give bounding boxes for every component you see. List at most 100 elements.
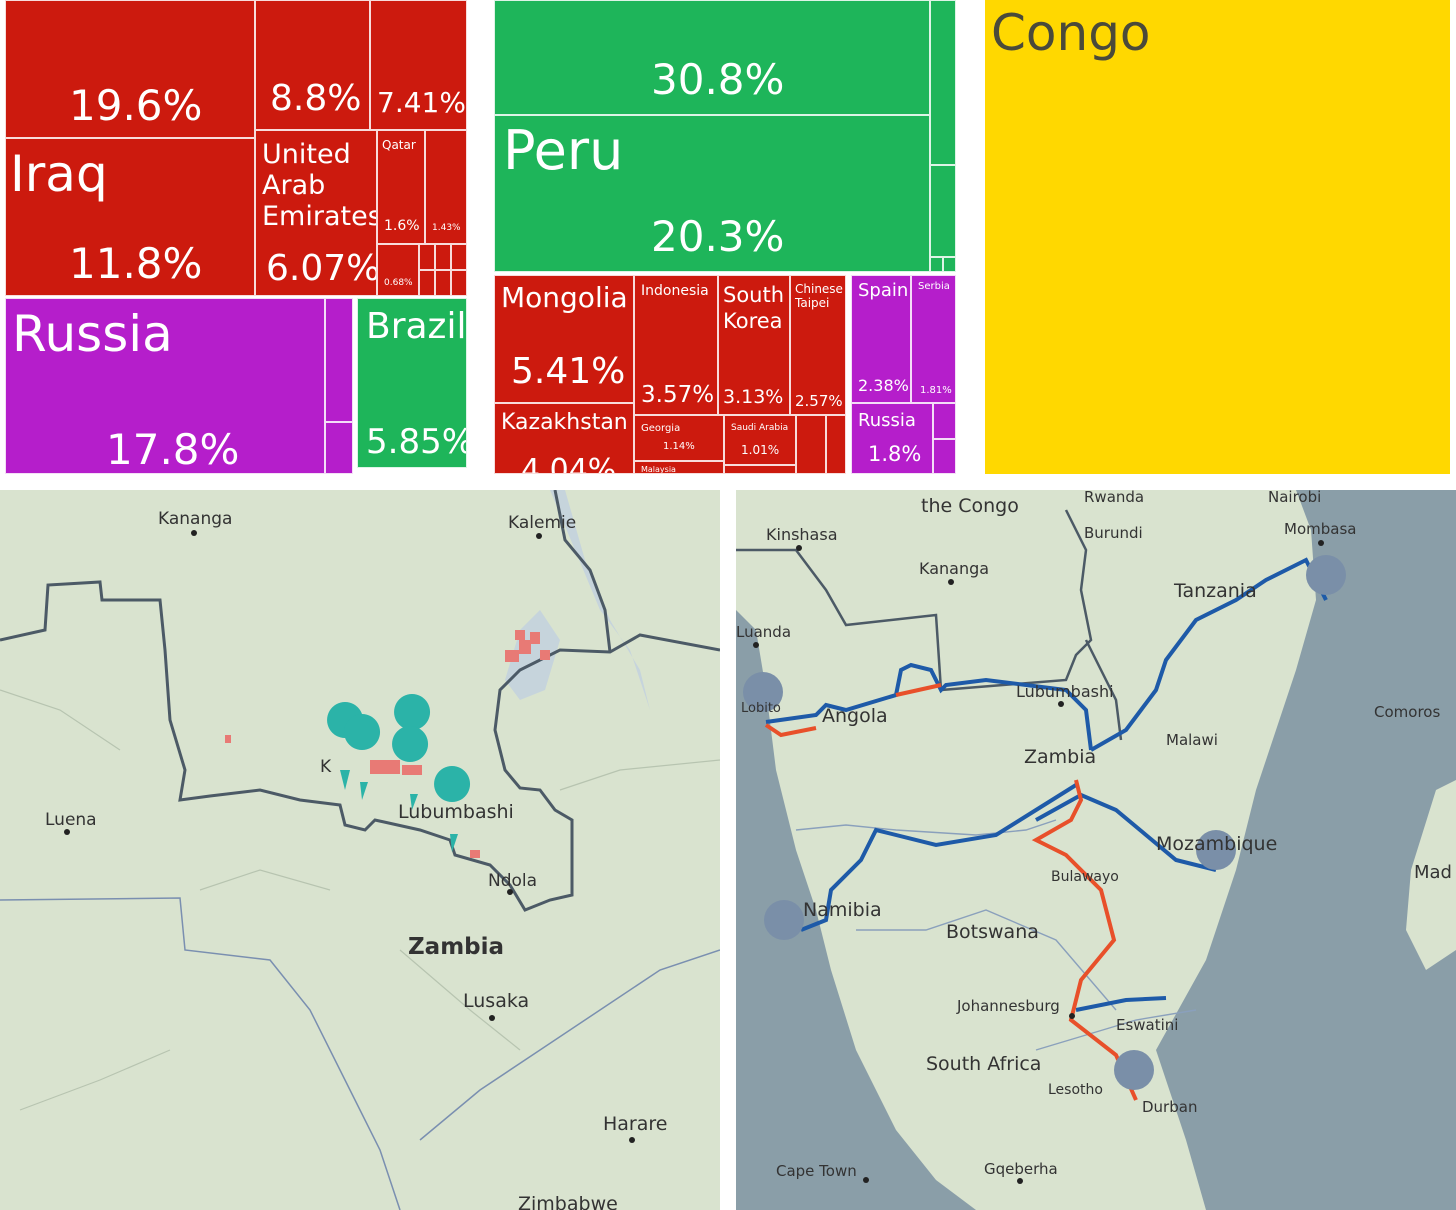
treemap-tile-georgia[interactable]: Georgia 1.14% — [634, 415, 724, 461]
country-border-zimbabwe — [419, 949, 720, 1141]
treemap-tile-top-left[interactable]: 19.6% — [5, 0, 255, 138]
label-bulawayo: Bulawayo — [1051, 869, 1119, 885]
treemap-tile-small-d[interactable] — [435, 244, 451, 270]
route-angola-rail — [895, 683, 942, 697]
treemap-tile-mongolia[interactable]: Mongolia 5.41% — [494, 275, 634, 403]
tile-value: 20.3% — [651, 212, 785, 261]
treemap-tile-small-a[interactable]: 1.43% — [425, 130, 467, 244]
country-label-zambia: Zambia — [408, 934, 504, 960]
treemap-tile-top[interactable]: 30.8% — [494, 0, 930, 115]
tile-country: Georgia — [641, 423, 681, 434]
treemap-tile-kazakhstan[interactable]: Kazakhstan 4.04% — [494, 403, 634, 474]
route-lobito-corridor — [765, 662, 1093, 751]
map-canvas: the Congo Rwanda Burundi Nairobi Mombasa… — [736, 490, 1456, 1210]
treemap-tile-small-e[interactable] — [451, 244, 467, 270]
tile-country: Congo — [991, 4, 1151, 62]
treemap-tile-uae[interactable]: United Arab Emirates 6.07% — [255, 130, 377, 296]
mining-concessions — [225, 630, 550, 858]
treemap-tile-russia-2[interactable]: Russia 1.8% — [851, 403, 933, 474]
city-label-kananga: Kananga — [158, 509, 232, 529]
treemap-tile-qatar[interactable]: Qatar 1.6% — [377, 130, 425, 244]
treemap-tile-purple-b[interactable] — [933, 439, 956, 474]
port-pins — [743, 555, 1346, 1090]
tile-value: 7.41% — [377, 86, 466, 119]
factory-pin-icon — [392, 726, 429, 762]
route-tazara — [1090, 557, 1328, 752]
treemap-exporters-2: 30.8% Peru 20.3% Mongolia 5.41% Indonesi… — [494, 0, 956, 474]
treemap-tile-spain[interactable]: Spain 2.38% — [851, 275, 911, 403]
label-nairobi: Nairobi — [1268, 490, 1321, 506]
tile-value: 11.8% — [69, 239, 203, 288]
treemap-tile-malaysia[interactable]: Malaysia — [634, 461, 724, 474]
treemap-tile-red-c[interactable] — [724, 465, 796, 474]
ship-icon — [743, 672, 783, 712]
treemap-tile-russia-small-2[interactable] — [325, 422, 353, 474]
tile-country: Spain — [858, 280, 909, 301]
ship-icon — [1306, 555, 1346, 595]
label-mozambique: Mozambique — [1156, 833, 1277, 855]
city-label-lusaka: Lusaka — [463, 990, 529, 1012]
label-mad: Mad — [1414, 862, 1452, 883]
city-label-kalemie: Kalemie — [508, 513, 576, 533]
treemap-tile-green-a[interactable] — [930, 0, 956, 165]
treemap-tile-green-c[interactable] — [930, 257, 943, 272]
copper-mines-map[interactable]: Kananga Kalemie Luena K Lubumbashi Ndola… — [0, 490, 720, 1210]
city-label-harare: Harare — [603, 1113, 667, 1135]
treemap-tile-small-b[interactable]: 0.68% — [377, 244, 419, 296]
label-malawi: Malawi — [1166, 731, 1218, 749]
tile-value: 5.41% — [511, 351, 626, 392]
ship-icon — [1196, 830, 1236, 870]
tile-country: Indonesia — [641, 283, 709, 299]
factory-pin-icon — [394, 694, 431, 730]
treemap-tile-small-h[interactable] — [451, 270, 467, 296]
label-kananga: Kananga — [919, 559, 989, 578]
label-luanda: Luanda — [736, 623, 791, 641]
treemap-tile-purple-a[interactable] — [933, 403, 956, 439]
export-routes-map[interactable]: the Congo Rwanda Burundi Nairobi Mombasa… — [736, 490, 1456, 1210]
treemap-tile-iraq[interactable]: Iraq 11.8% — [5, 138, 255, 296]
treemap-tile-green-d[interactable] — [943, 257, 956, 272]
treemap-tile-small-f[interactable] — [419, 270, 435, 296]
label-johannesburg: Johannesburg — [956, 997, 1060, 1015]
tile-value: 1.81% — [920, 385, 952, 396]
tile-country: Serbia — [918, 281, 950, 292]
treemap-tile-green-b[interactable] — [930, 165, 956, 257]
tile-country: Peru — [503, 119, 624, 182]
city-label-ndola: Ndola — [488, 871, 537, 891]
treemap-tile-congo[interactable]: Congo — [985, 0, 1450, 474]
label-comoros: Comoros — [1374, 703, 1440, 721]
treemap-tile-red-a[interactable] — [796, 415, 826, 474]
tile-value: 3.57% — [641, 382, 715, 408]
label-botswana: Botswana — [946, 921, 1039, 943]
treemap-tile-russia[interactable]: Russia 17.8% — [5, 298, 325, 474]
city-label-luena: Luena — [45, 810, 97, 830]
label-durban: Durban — [1142, 1098, 1197, 1116]
treemap-tile-saudi-arabia[interactable]: Saudi Arabia 1.01% — [724, 415, 796, 465]
country-border-tanzania — [553, 490, 612, 653]
factory-pin-icon — [344, 714, 381, 750]
treemap-tile-indonesia[interactable]: Indonesia 3.57% — [634, 275, 718, 415]
tile-value: 5.85% — [366, 422, 467, 462]
tile-country: Iraq — [10, 145, 108, 203]
treemap-tile-red-b[interactable] — [826, 415, 846, 474]
treemap-tile-peru[interactable]: Peru 20.3% — [494, 115, 930, 272]
treemap-tile-south-korea[interactable]: South Korea 3.13% — [718, 275, 790, 415]
tile-country: Russia — [12, 305, 173, 363]
tile-value: 4.04% — [521, 453, 617, 474]
label-namibia: Namibia — [803, 899, 882, 921]
treemap-tile-top-middle[interactable]: 8.8% — [255, 0, 370, 130]
country-label-zimbabwe: Zimbabwe — [518, 1193, 618, 1210]
treemap-tile-small-c[interactable] — [419, 244, 435, 270]
label-tanzania: Tanzania — [1173, 580, 1257, 602]
label-south-africa: South Africa — [926, 1053, 1041, 1075]
route-south-rail — [1031, 779, 1138, 1101]
treemap-tile-top-right[interactable]: 7.41% — [370, 0, 467, 130]
tile-value: 1.8% — [868, 442, 922, 466]
treemap-tile-small-g[interactable] — [435, 270, 451, 296]
label-burundi: Burundi — [1084, 524, 1143, 542]
treemap-tile-russia-small[interactable] — [325, 298, 353, 422]
treemap-tile-serbia[interactable]: Serbia 1.81% — [911, 275, 956, 403]
treemap-tile-chinese-taipei[interactable]: Chinese Taipei 2.57% — [790, 275, 846, 415]
route-lobito-rail — [764, 723, 817, 738]
treemap-tile-brazil[interactable]: Brazil 5.85% — [357, 298, 467, 468]
